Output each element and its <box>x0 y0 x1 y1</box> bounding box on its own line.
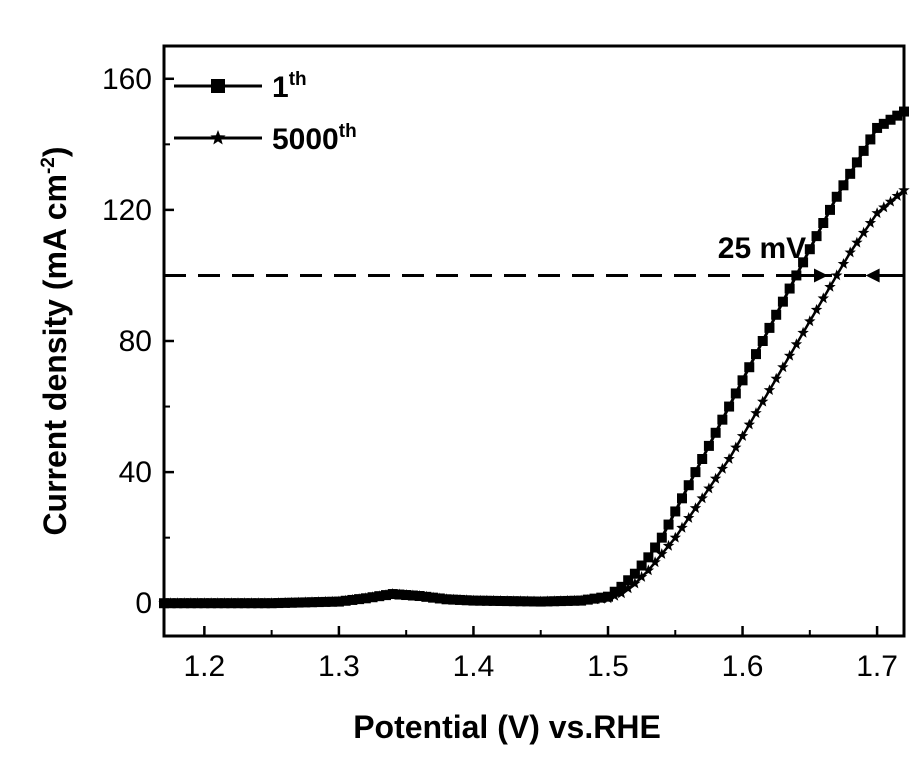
legend-item-2: 5000th <box>174 121 357 156</box>
series-layer <box>158 107 909 609</box>
legend-label: 5000th <box>272 121 357 156</box>
annotation-arrow-right-head <box>866 268 880 282</box>
y-axis-title-main: Current density (mA cm <box>37 174 73 536</box>
legend-label: 1th <box>272 69 307 104</box>
data-point-square <box>764 323 774 333</box>
data-point-square <box>778 297 788 307</box>
legend-label-base: 1 <box>272 71 289 104</box>
data-point-star <box>744 419 755 430</box>
data-point-square <box>832 192 842 202</box>
data-point-square <box>805 244 815 254</box>
x-tick-label: 1.7 <box>856 650 898 683</box>
data-point-star <box>737 430 749 441</box>
data-point-square <box>738 375 748 385</box>
data-point-square <box>865 134 875 144</box>
data-point-square <box>838 180 848 190</box>
data-point-square <box>657 533 667 543</box>
y-axis-title: Current density (mA cm-2) <box>37 146 73 535</box>
data-point-square <box>731 388 741 398</box>
data-point-square <box>650 543 660 553</box>
data-point-square <box>670 506 680 516</box>
data-point-square <box>664 520 674 530</box>
legend-item-1: 1th <box>174 69 307 104</box>
data-point-star <box>838 258 850 269</box>
data-point-square <box>704 441 714 451</box>
data-point-square <box>859 146 869 156</box>
x-axis-title: Potential (V) vs.RHE <box>353 709 661 745</box>
x-tick-label: 1.4 <box>453 650 495 683</box>
data-point-square <box>758 336 768 346</box>
x-tick-label: 1.3 <box>318 650 360 683</box>
legend-marker-star <box>210 130 225 145</box>
data-point-square <box>697 454 707 464</box>
data-point-square <box>771 310 781 320</box>
data-point-star <box>797 327 808 338</box>
legend-label-sup: th <box>289 69 307 90</box>
data-point-square <box>677 493 687 503</box>
data-point-square <box>845 169 855 179</box>
data-point-square <box>852 157 862 167</box>
data-point-square <box>717 415 727 425</box>
data-point-square <box>684 480 694 490</box>
y-tick-label: 120 <box>102 194 152 227</box>
data-point-star <box>824 281 835 292</box>
y-axis-title-sup: -2 <box>38 157 59 174</box>
data-point-square <box>825 205 835 215</box>
x-tick-label: 1.5 <box>587 650 629 683</box>
y-tick-label: 80 <box>119 325 152 358</box>
y-tick-label: 160 <box>102 63 152 96</box>
legend: 1th5000th <box>174 69 357 156</box>
annotation-label: 25 mV <box>718 232 806 265</box>
legend-label-base: 5000 <box>272 123 339 156</box>
data-point-square <box>744 362 754 372</box>
data-point-square <box>751 349 761 359</box>
data-point-square <box>690 467 700 477</box>
series-1th <box>159 107 909 609</box>
data-point-square <box>785 284 795 294</box>
series-line <box>164 112 904 604</box>
legend-marker-square <box>211 79 225 93</box>
x-tick-label: 1.6 <box>722 650 764 683</box>
annotation-arrow-left-head <box>814 268 828 282</box>
data-point-square <box>818 218 828 228</box>
data-point-square <box>899 107 909 117</box>
y-axis-title-close: ) <box>37 146 73 157</box>
data-point-star <box>811 304 823 315</box>
data-point-square <box>812 231 822 241</box>
data-point-square <box>724 402 734 412</box>
y-tick-label: 40 <box>119 456 152 489</box>
y-tick-label: 0 <box>135 587 152 620</box>
legend-label-sup: th <box>339 121 357 142</box>
data-point-square <box>711 428 721 438</box>
x-tick-label: 1.2 <box>184 650 226 683</box>
